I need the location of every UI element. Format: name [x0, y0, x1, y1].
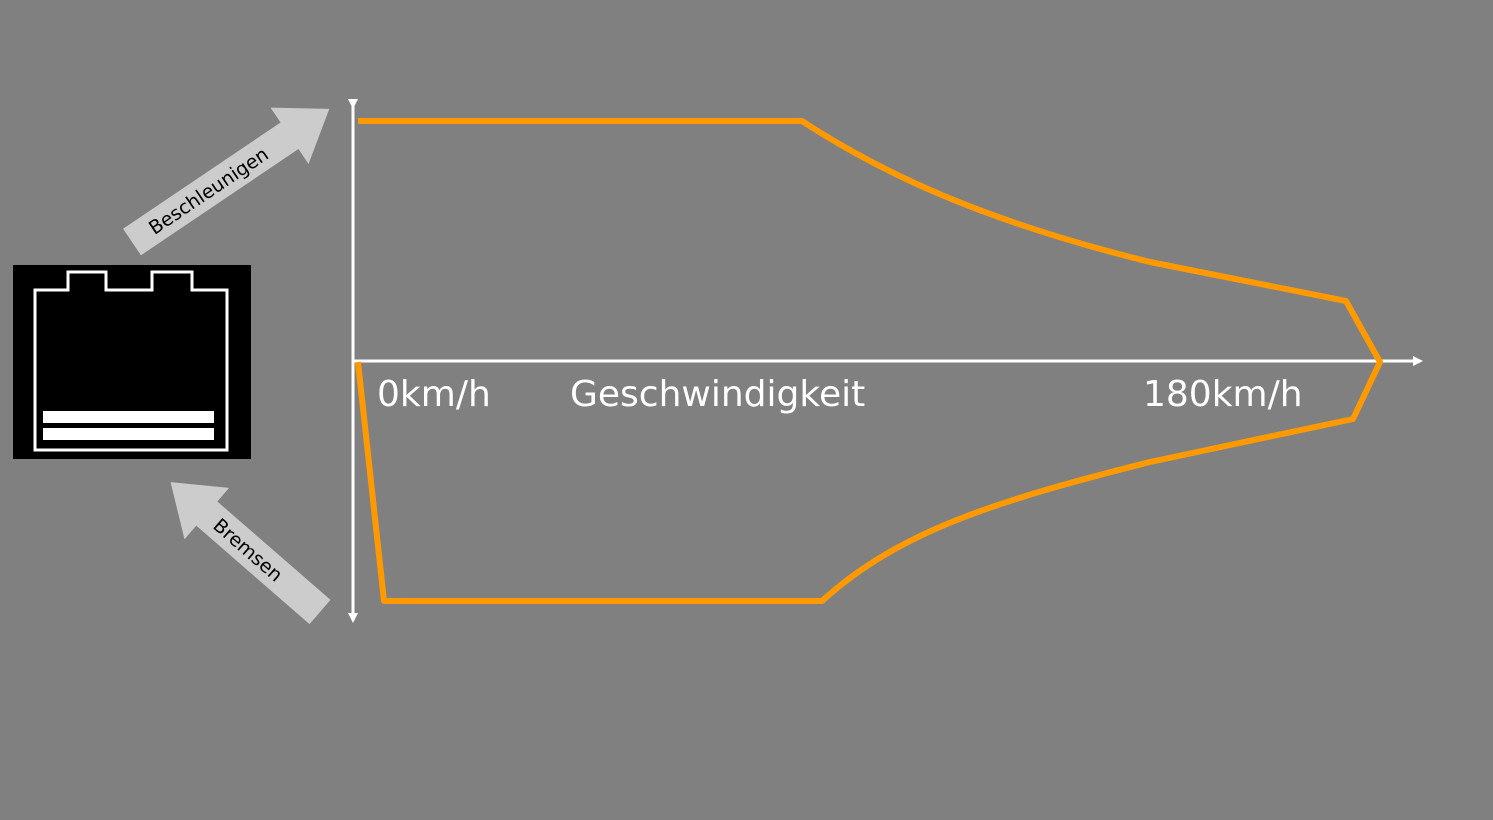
axis-end-label: 180km/h	[1143, 374, 1303, 415]
power-envelope-curve	[355, 118, 1383, 604]
battery-icon	[13, 265, 251, 459]
accelerate-label: Beschleunigen	[145, 143, 273, 239]
brake-arrow: Bremsen	[170, 482, 331, 625]
accelerate-arrow: Beschleunigen	[123, 107, 330, 256]
axis-start-label: 0km/h	[377, 374, 491, 415]
axis-title-label: Geschwindigkeit	[570, 374, 865, 415]
brake-label: Bremsen	[209, 514, 287, 586]
